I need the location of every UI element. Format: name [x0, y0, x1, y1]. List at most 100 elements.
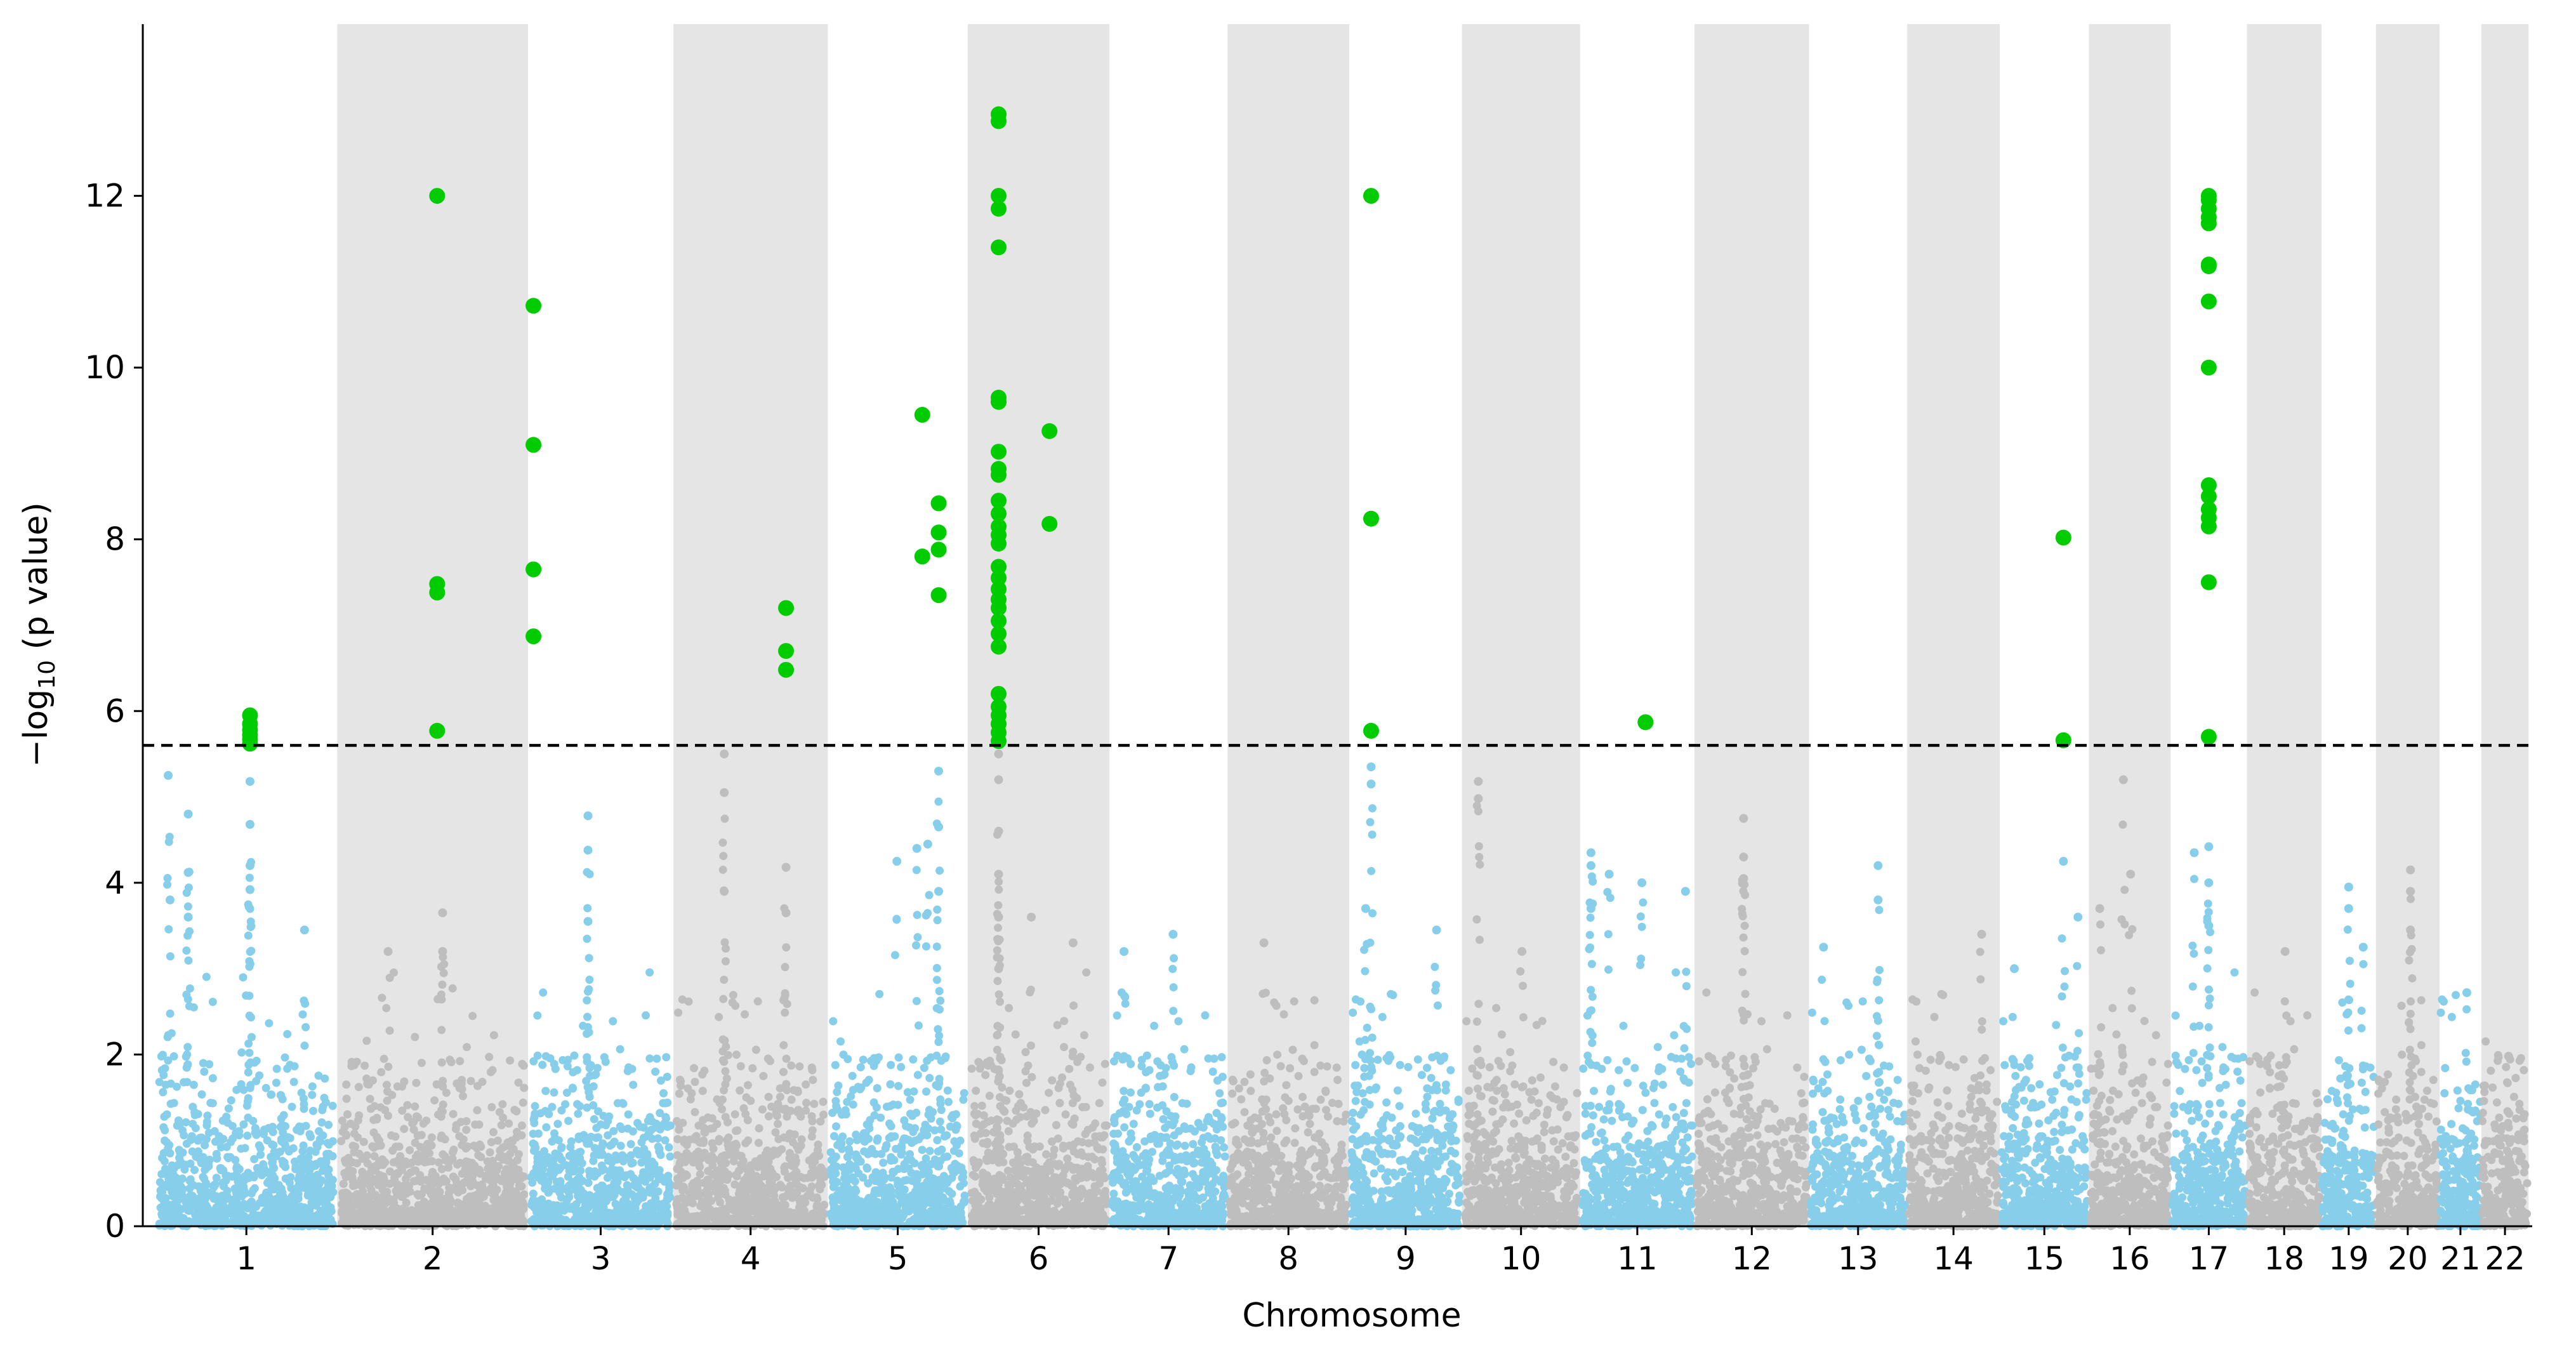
- snp-point: [1098, 1165, 1107, 1174]
- snp-point: [176, 1176, 185, 1185]
- snp-point: [295, 1180, 304, 1189]
- snp-point: [341, 1156, 350, 1165]
- snp-point: [940, 1153, 949, 1161]
- snp-point: [300, 1104, 308, 1113]
- snp-point: [854, 1153, 862, 1162]
- snp-point: [664, 1172, 673, 1181]
- snp-point: [514, 1165, 523, 1174]
- snp-point: [505, 1119, 513, 1128]
- snp-point: [829, 1221, 838, 1229]
- snp-point: [265, 1019, 274, 1028]
- snp-point: [1050, 1184, 1059, 1193]
- snp-point: [412, 1078, 421, 1087]
- snp-point: [970, 1189, 979, 1198]
- snp-point: [948, 1174, 956, 1182]
- snp-point: [281, 1053, 289, 1062]
- snp-point: [623, 1067, 632, 1075]
- snp-point: [499, 1113, 508, 1122]
- snp-point: [453, 1199, 462, 1208]
- snp-point: [897, 1186, 906, 1194]
- snp-point: [401, 1157, 410, 1166]
- snp-point: [769, 1182, 777, 1191]
- snp-point: [759, 1071, 768, 1080]
- snp-point: [1054, 1083, 1063, 1092]
- snp-point: [1015, 1166, 1024, 1175]
- snp-point: [169, 1052, 178, 1061]
- snp-point: [718, 1105, 727, 1114]
- snp-point: [447, 1057, 456, 1066]
- snp-point: [1048, 1196, 1056, 1205]
- snp-point: [343, 1207, 352, 1216]
- snp-point: [808, 1066, 817, 1075]
- snp-point: [648, 1134, 657, 1143]
- snp-point: [243, 1131, 252, 1140]
- snp-point: [860, 1147, 869, 1156]
- snp-point: [900, 1160, 909, 1168]
- snp-point: [200, 1068, 209, 1076]
- snp-point: [1029, 1144, 1037, 1153]
- snp-point: [684, 997, 693, 1006]
- snp-point: [529, 1129, 538, 1138]
- snp-point: [486, 1165, 495, 1174]
- snp-point: [952, 1121, 961, 1130]
- snp-point: [729, 1141, 737, 1149]
- snp-point: [659, 1210, 668, 1219]
- snp-point: [347, 1057, 356, 1066]
- snp-point: [690, 1064, 698, 1073]
- snp-point: [541, 1087, 550, 1095]
- snp-point: [570, 1203, 579, 1212]
- snp-point: [881, 1144, 890, 1153]
- snp-point: [503, 1138, 512, 1147]
- snp-point: [1163, 1188, 1172, 1197]
- snp-point: [673, 1195, 682, 1203]
- snp-point: [900, 1116, 909, 1125]
- snp-point: [272, 1064, 281, 1073]
- snp-point: [201, 1141, 209, 1149]
- snp-point: [647, 1203, 656, 1212]
- snp-point: [185, 1217, 194, 1226]
- snp-point: [512, 1107, 521, 1116]
- snp-point: [1060, 1043, 1068, 1052]
- snp-point: [493, 1136, 502, 1145]
- snp-point: [1076, 1052, 1085, 1061]
- snp-point: [282, 1174, 291, 1183]
- snp-point: [177, 1191, 186, 1200]
- snp-point: [348, 1158, 357, 1167]
- snp-point: [692, 1217, 701, 1226]
- snp-point: [491, 1220, 499, 1229]
- snp-point: [187, 1132, 196, 1141]
- snp-point: [252, 1202, 261, 1211]
- snp-point: [814, 1146, 822, 1155]
- snp-point: [197, 1090, 206, 1099]
- snp-point: [387, 1131, 396, 1140]
- snp-point: [840, 1174, 849, 1182]
- snp-point: [1206, 1117, 1215, 1126]
- snp-point: [166, 1206, 175, 1215]
- snp-point: [954, 1149, 963, 1158]
- snp-point: [419, 1119, 428, 1128]
- snp-point: [1079, 1203, 1088, 1212]
- snp-point: [597, 1166, 606, 1175]
- snp-point: [789, 1138, 797, 1147]
- snp-point: [661, 1136, 670, 1145]
- snp-point: [519, 1098, 527, 1107]
- snp-point: [810, 1099, 819, 1108]
- snp-point: [764, 1092, 773, 1101]
- snp-point: [549, 1207, 558, 1215]
- snp-point: [563, 1062, 572, 1071]
- snp-point: [362, 1151, 371, 1160]
- snp-point: [475, 1120, 484, 1129]
- snp-point: [859, 1173, 868, 1182]
- snp-point: [971, 1172, 980, 1181]
- snp-point: [1095, 1099, 1104, 1108]
- snp-point: [243, 1204, 252, 1213]
- snp-point: [318, 1214, 327, 1223]
- snp-point: [802, 1080, 810, 1089]
- snp-point: [759, 1192, 768, 1201]
- snp-point: [741, 1205, 750, 1214]
- snp-point: [925, 1074, 934, 1082]
- snp-point: [664, 1143, 673, 1152]
- snp-point: [972, 1087, 981, 1095]
- snp-point: [1015, 1090, 1024, 1099]
- snp-point: [203, 1111, 212, 1120]
